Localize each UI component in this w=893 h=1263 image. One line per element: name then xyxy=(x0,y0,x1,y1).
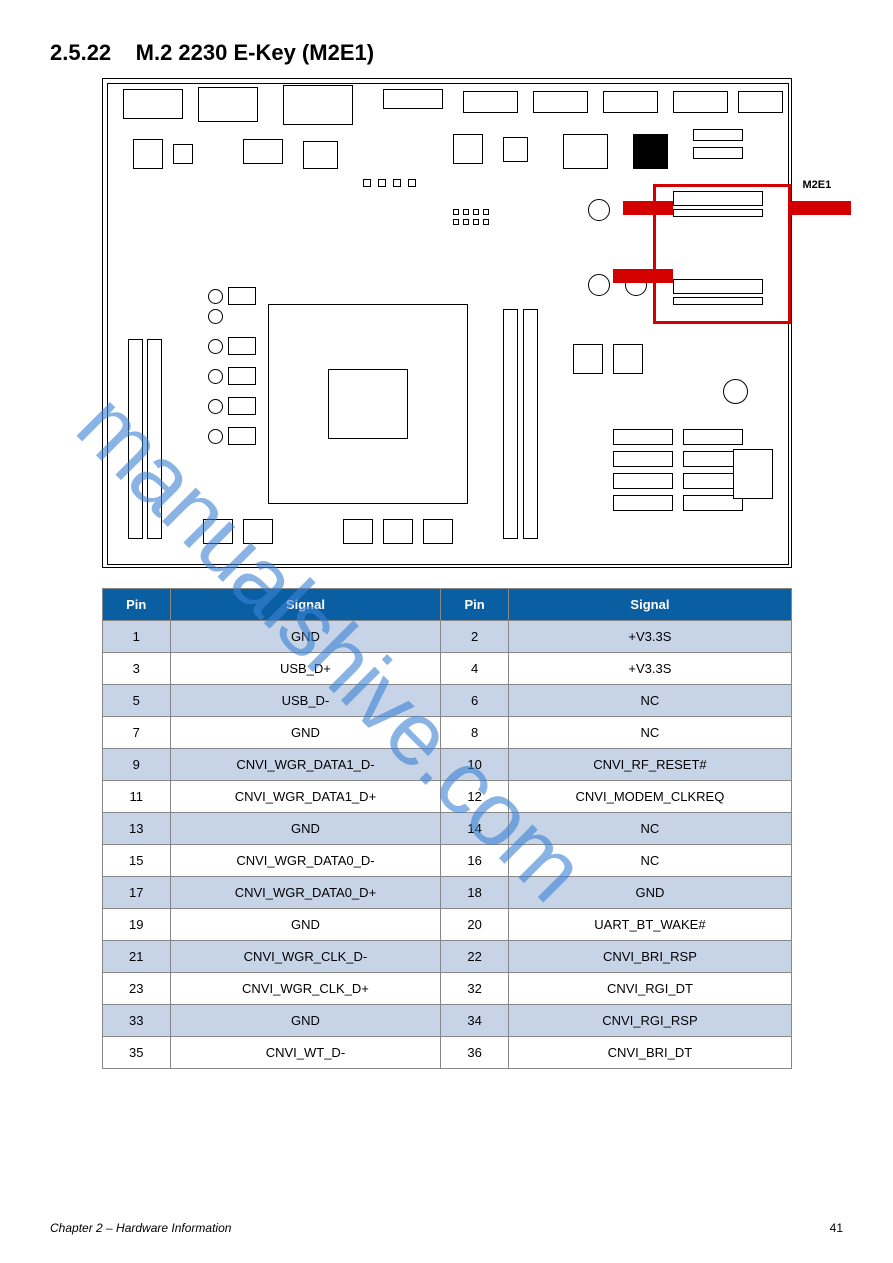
table-row: 21CNVI_WGR_CLK_D-22CNVI_BRI_RSP xyxy=(102,941,791,973)
table-cell: GND xyxy=(170,1005,440,1037)
table-cell: CNVI_WGR_DATA0_D- xyxy=(170,845,440,877)
table-cell: GND xyxy=(170,717,440,749)
table-cell: NC xyxy=(509,685,791,717)
table-row: 13GND14NC xyxy=(102,813,791,845)
table-cell: 36 xyxy=(440,1037,508,1069)
table-row: 17CNVI_WGR_DATA0_D+18GND xyxy=(102,877,791,909)
table-header-cell: Pin xyxy=(440,589,508,621)
table-cell: 2 xyxy=(440,621,508,653)
table-cell: 33 xyxy=(102,1005,170,1037)
table-cell: 1 xyxy=(102,621,170,653)
table-cell: NC xyxy=(509,717,791,749)
table-header-cell: Pin xyxy=(102,589,170,621)
table-cell: 11 xyxy=(102,781,170,813)
table-cell: CNVI_RGI_DT xyxy=(509,973,791,1005)
table-row: 1GND2+V3.3S xyxy=(102,621,791,653)
table-header-cell: Signal xyxy=(509,589,791,621)
table-cell: 13 xyxy=(102,813,170,845)
table-cell: CNVI_WGR_CLK_D- xyxy=(170,941,440,973)
table-row: 19GND20UART_BT_WAKE# xyxy=(102,909,791,941)
table-cell: NC xyxy=(509,845,791,877)
table-cell: CNVI_MODEM_CLKREQ xyxy=(509,781,791,813)
table-cell: 5 xyxy=(102,685,170,717)
table-cell: GND xyxy=(170,813,440,845)
table-cell: CNVI_WT_D- xyxy=(170,1037,440,1069)
table-cell: 6 xyxy=(440,685,508,717)
table-cell: 8 xyxy=(440,717,508,749)
table-cell: 20 xyxy=(440,909,508,941)
table-cell: NC xyxy=(509,813,791,845)
table-cell: GND xyxy=(170,621,440,653)
table-cell: +V3.3S xyxy=(509,621,791,653)
table-cell: 15 xyxy=(102,845,170,877)
table-cell: CNVI_RGI_RSP xyxy=(509,1005,791,1037)
table-row: 11CNVI_WGR_DATA1_D+12CNVI_MODEM_CLKREQ xyxy=(102,781,791,813)
table-cell: CNVI_BRI_DT xyxy=(509,1037,791,1069)
table-cell: GND xyxy=(509,877,791,909)
table-cell: 4 xyxy=(440,653,508,685)
table-cell: 21 xyxy=(102,941,170,973)
table-cell: 32 xyxy=(440,973,508,1005)
footer-chapter: Chapter 2 – Hardware Information xyxy=(50,1221,231,1235)
pinout-table: PinSignalPinSignal 1GND2+V3.3S3USB_D+4+V… xyxy=(102,588,792,1069)
table-row: 9CNVI_WGR_DATA1_D-10CNVI_RF_RESET# xyxy=(102,749,791,781)
table-cell: 19 xyxy=(102,909,170,941)
table-cell: UART_BT_WAKE# xyxy=(509,909,791,941)
table-row: 5USB_D-6NC xyxy=(102,685,791,717)
table-cell: 22 xyxy=(440,941,508,973)
table-cell: 34 xyxy=(440,1005,508,1037)
diagram-label: M2E1 xyxy=(803,179,832,191)
table-cell: CNVI_RF_RESET# xyxy=(509,749,791,781)
table-cell: USB_D+ xyxy=(170,653,440,685)
table-cell: 18 xyxy=(440,877,508,909)
footer-page: 41 xyxy=(830,1221,843,1235)
table-header-cell: Signal xyxy=(170,589,440,621)
page-footer: Chapter 2 – Hardware Information 41 xyxy=(50,1221,843,1235)
highlight-arrow xyxy=(613,269,673,283)
table-cell: 23 xyxy=(102,973,170,1005)
table-row: 15CNVI_WGR_DATA0_D-16NC xyxy=(102,845,791,877)
table-cell: 35 xyxy=(102,1037,170,1069)
table-row: 33GND34CNVI_RGI_RSP xyxy=(102,1005,791,1037)
table-row: 7GND8NC xyxy=(102,717,791,749)
table-cell: CNVI_BRI_RSP xyxy=(509,941,791,973)
table-cell: +V3.3S xyxy=(509,653,791,685)
table-cell: CNVI_WGR_DATA1_D- xyxy=(170,749,440,781)
table-row: 23CNVI_WGR_CLK_D+32CNVI_RGI_DT xyxy=(102,973,791,1005)
section-title: M.2 2230 E-Key (M2E1) xyxy=(136,40,374,66)
table-cell: 3 xyxy=(102,653,170,685)
table-cell: GND xyxy=(170,909,440,941)
highlight-arrow xyxy=(623,201,673,215)
table-cell: 17 xyxy=(102,877,170,909)
section-header: 2.5.22 M.2 2230 E-Key (M2E1) xyxy=(50,40,843,66)
table-row: 35CNVI_WT_D-36CNVI_BRI_DT xyxy=(102,1037,791,1069)
table-cell: 12 xyxy=(440,781,508,813)
table-row: 3USB_D+4+V3.3S xyxy=(102,653,791,685)
table-cell: CNVI_WGR_CLK_D+ xyxy=(170,973,440,1005)
table-cell: 9 xyxy=(102,749,170,781)
table-cell: 7 xyxy=(102,717,170,749)
table-cell: 16 xyxy=(440,845,508,877)
pcb-diagram: M2E1 manualshive.com xyxy=(102,78,792,568)
table-cell: CNVI_WGR_DATA1_D+ xyxy=(170,781,440,813)
table-cell: USB_D- xyxy=(170,685,440,717)
highlight-arrow xyxy=(791,201,851,215)
table-cell: 14 xyxy=(440,813,508,845)
highlight-box xyxy=(653,184,791,324)
section-number: 2.5.22 xyxy=(50,40,111,66)
table-cell: CNVI_WGR_DATA0_D+ xyxy=(170,877,440,909)
table-cell: 10 xyxy=(440,749,508,781)
